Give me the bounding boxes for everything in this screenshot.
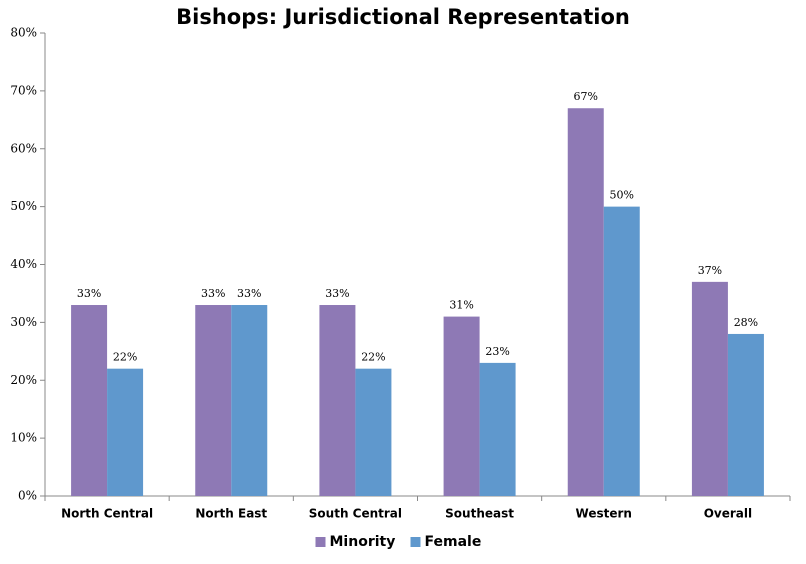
bar <box>443 316 480 496</box>
value-label: 23% <box>485 345 509 358</box>
legend-label: Minority <box>330 534 396 550</box>
y-tick-label: 30% <box>10 315 37 329</box>
x-tick-label: Overall <box>704 507 752 521</box>
x-tick-label: Western <box>576 507 632 521</box>
bar <box>727 333 764 496</box>
y-tick-label: 0% <box>18 489 37 503</box>
y-tick-label: 80% <box>10 26 37 40</box>
value-label: 22% <box>361 351 385 364</box>
y-tick-label: 60% <box>10 141 37 155</box>
bar <box>107 368 144 496</box>
y-tick-label: 50% <box>10 199 37 213</box>
bar <box>231 305 268 496</box>
bar <box>567 108 604 497</box>
x-tick-label: North East <box>195 507 267 521</box>
bar <box>479 362 516 496</box>
bar <box>603 206 640 496</box>
chart-title: Bishops: Jurisdictional Representation <box>176 5 630 29</box>
y-tick-label: 40% <box>10 257 37 271</box>
value-label: 67% <box>574 90 598 103</box>
x-tick-label: South Central <box>309 507 402 521</box>
bar <box>195 305 232 496</box>
value-label: 33% <box>77 287 101 300</box>
value-label: 33% <box>201 287 225 300</box>
y-tick-label: 10% <box>10 431 37 445</box>
bar <box>691 281 728 496</box>
value-label: 22% <box>113 351 137 364</box>
value-label: 31% <box>449 299 473 312</box>
value-label: 33% <box>325 287 349 300</box>
value-label: 37% <box>698 264 722 277</box>
bar <box>355 368 392 496</box>
y-tick-label: 70% <box>10 83 37 97</box>
legend-swatch <box>315 537 326 547</box>
legend-label: Female <box>425 534 482 550</box>
x-tick-label: North Central <box>61 507 153 521</box>
value-label: 50% <box>610 189 634 202</box>
legend-swatch <box>410 537 421 547</box>
value-label: 28% <box>734 316 758 329</box>
bar <box>319 305 356 496</box>
bar <box>71 305 108 496</box>
x-tick-label: Southeast <box>445 507 514 521</box>
y-tick-label: 20% <box>10 373 37 387</box>
value-label: 33% <box>237 287 261 300</box>
